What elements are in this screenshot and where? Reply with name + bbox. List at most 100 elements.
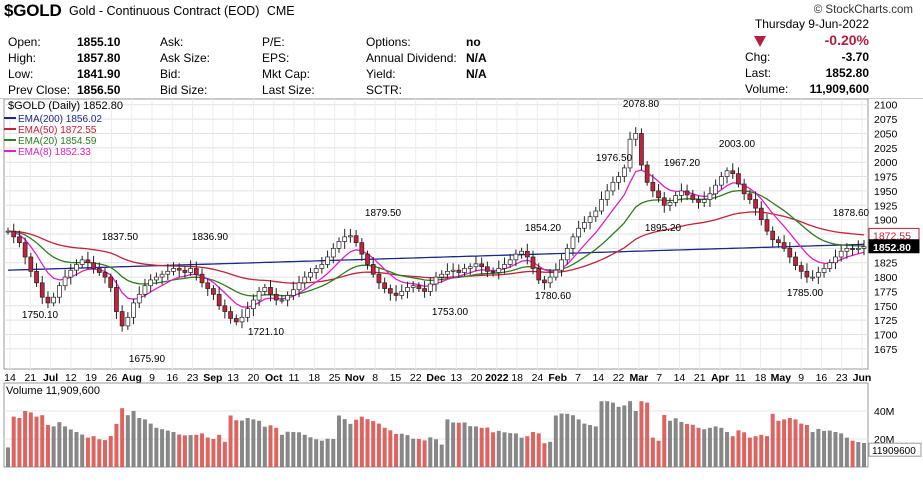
volume-bar xyxy=(291,432,296,467)
x-tick-label: 20 xyxy=(248,372,260,384)
volume-bar xyxy=(297,432,302,467)
brand[interactable]: © StockCharts.com xyxy=(814,4,913,16)
volume-bar xyxy=(513,433,518,467)
x-axis: 14 21 Jul 12 19 26 Aug 9 16 23 Sep 13 20 Oct 11 18 25 Nov… xyxy=(4,372,871,384)
volume-bar xyxy=(816,428,821,467)
volume-bar xyxy=(485,427,490,467)
candle-body xyxy=(136,293,142,304)
volume-bar xyxy=(416,439,421,467)
candle-body xyxy=(838,250,844,258)
candle-body xyxy=(262,287,268,292)
candle-body xyxy=(239,316,245,323)
volume-label: Volume: xyxy=(745,82,789,96)
volume-bar xyxy=(468,426,473,467)
candle-body xyxy=(125,316,131,327)
candle-body xyxy=(833,256,838,264)
price-volume-chart[interactable]: 1750.10 1837.50 1675.90 1836.90 1721.10 1879.… xyxy=(0,99,923,484)
quote-label: Annual Dividend: xyxy=(366,51,457,65)
volume-bar xyxy=(171,432,176,467)
volume-bar xyxy=(245,418,250,467)
x-tick-label: 14 xyxy=(674,372,686,384)
candle-body xyxy=(815,272,821,278)
y-tick-label: 2050 xyxy=(874,128,898,140)
volume-bar xyxy=(679,421,684,467)
volume-bar xyxy=(97,439,102,467)
quote-label: Prev Close: xyxy=(8,83,71,97)
volume-bar xyxy=(862,443,866,467)
quote-label: Mkt Cap: xyxy=(262,67,311,81)
volume-bar xyxy=(165,430,170,467)
volume-bar xyxy=(759,434,764,467)
volume-bar xyxy=(508,433,513,467)
candle-body xyxy=(359,242,365,255)
volume-tag-text: 11909600 xyxy=(872,446,916,457)
candle-body xyxy=(193,268,199,275)
candle-body xyxy=(11,230,17,238)
candle-body xyxy=(211,288,216,295)
quote-label: Bid: xyxy=(160,67,181,81)
quote-value: 1857.80 xyxy=(77,51,121,65)
volume-bar xyxy=(63,426,68,467)
y-tick-label: 2100 xyxy=(874,100,898,112)
volume-bar xyxy=(234,420,239,467)
volume-bar xyxy=(685,423,690,467)
candle-body xyxy=(228,311,233,319)
volume-bar xyxy=(479,427,484,467)
candle-body xyxy=(627,138,633,169)
volume-bar xyxy=(736,430,741,467)
volume-bar xyxy=(131,411,136,467)
candle-body xyxy=(285,295,290,301)
candle-body xyxy=(513,253,519,261)
description: Gold - Continuous Contract (EOD) CME xyxy=(69,4,295,18)
candle-body xyxy=(336,241,342,249)
y-tick-label: 1750 xyxy=(874,301,898,313)
x-tick-label: 25 xyxy=(329,372,341,384)
volume-bar xyxy=(354,419,359,467)
volume-bar xyxy=(804,425,809,467)
candle-body xyxy=(861,246,867,249)
x-tick-label: 14 xyxy=(4,372,16,384)
volume-bar xyxy=(559,413,564,467)
volume-bar xyxy=(382,427,387,467)
volume-bar xyxy=(279,434,284,467)
x-tick-label: May xyxy=(771,372,792,384)
volume-bar xyxy=(491,432,496,467)
candle-body xyxy=(793,256,798,266)
candle-body xyxy=(216,293,222,307)
volume-bar xyxy=(262,426,267,467)
x-tick-label: 18 xyxy=(511,372,523,384)
candle-body xyxy=(821,268,827,273)
last-value: 1852.80 xyxy=(825,66,869,80)
candle-body xyxy=(787,248,793,258)
volume-bar xyxy=(268,425,273,467)
quote-label: Low: xyxy=(8,67,34,81)
volume-bar xyxy=(160,429,165,467)
candle-body xyxy=(570,236,576,249)
volume-bar xyxy=(28,412,33,467)
price-annotation: 1785.00 xyxy=(787,288,824,299)
candle-body xyxy=(154,276,159,281)
quote-label: SCTR: xyxy=(366,83,402,97)
candle-body xyxy=(507,259,513,265)
candle-body xyxy=(547,276,553,284)
exchange: CME xyxy=(266,4,295,18)
volume-bar xyxy=(182,435,187,467)
volume-bar xyxy=(542,443,547,467)
volume-bar xyxy=(51,426,56,467)
candle-body xyxy=(79,259,85,265)
x-tick-label: Feb xyxy=(548,372,567,384)
volume-bar xyxy=(730,436,735,467)
candle-body xyxy=(844,248,850,252)
volume-bar xyxy=(177,434,182,467)
volume-bar xyxy=(570,415,575,467)
volume-bar xyxy=(662,414,667,467)
candle-body xyxy=(205,282,211,289)
volume-bar xyxy=(285,431,290,467)
y-tick-label: 2000 xyxy=(874,157,898,169)
volume-bar xyxy=(125,415,130,467)
candle-body xyxy=(251,299,256,310)
volume-bar xyxy=(348,423,353,467)
y-axis: 1675170017251750177518001825185018751900… xyxy=(868,100,920,356)
volume-bar xyxy=(222,441,227,467)
volume-bar xyxy=(673,418,678,467)
